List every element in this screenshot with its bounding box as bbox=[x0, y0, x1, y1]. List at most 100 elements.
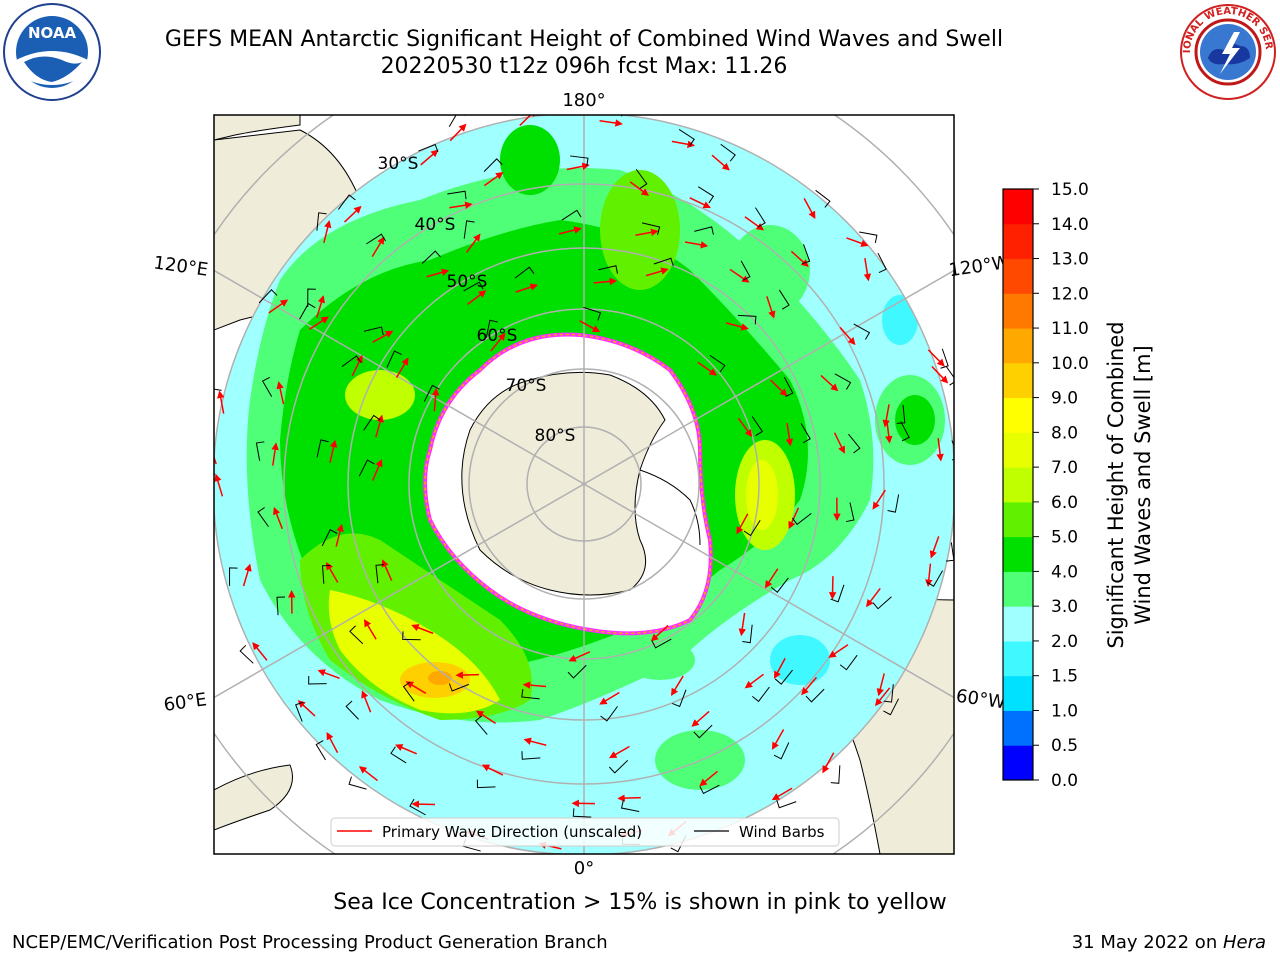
wave-direction-arrow bbox=[645, 267, 669, 277]
wave-direction-arrow bbox=[771, 787, 793, 801]
wave-direction-arrow bbox=[242, 563, 252, 587]
wind-barb bbox=[620, 800, 640, 813]
wind-barb bbox=[791, 512, 812, 526]
wave-direction-arrow bbox=[729, 268, 750, 283]
wave-direction-arrow bbox=[217, 390, 225, 414]
wind-barb bbox=[641, 222, 661, 235]
wind-barb bbox=[448, 115, 466, 127]
footer-date: 31 May 2022 on Hera bbox=[1072, 932, 1266, 953]
colorbar-segment bbox=[1003, 640, 1033, 677]
wave-direction-arrow bbox=[372, 330, 394, 343]
wave-direction-arrow bbox=[936, 438, 944, 462]
colorbar-segment bbox=[1003, 362, 1033, 399]
wave-direction-arrow bbox=[820, 374, 839, 392]
colorbar-segment bbox=[1003, 745, 1033, 781]
wind-barb bbox=[883, 698, 899, 716]
wind-barb bbox=[872, 596, 892, 610]
wind-barb bbox=[295, 701, 304, 722]
wave-direction-arrow bbox=[431, 387, 440, 412]
wave-direction-arrow bbox=[276, 381, 285, 405]
wave-direction-arrow bbox=[326, 731, 339, 754]
wave-direction-arrow bbox=[483, 171, 504, 187]
map-subtitle: 20220530 t12z 096h fcst Max: 11.26 bbox=[380, 54, 788, 79]
map-frame-content bbox=[214, 115, 954, 854]
wind-barb bbox=[521, 751, 541, 760]
wave-direction-arrow bbox=[882, 404, 890, 428]
wave-direction-arrow bbox=[872, 489, 886, 510]
wind-barb bbox=[773, 742, 790, 760]
wind-barb bbox=[214, 388, 222, 391]
wave-direction-arrow bbox=[395, 744, 418, 755]
wind-barb bbox=[608, 760, 629, 774]
wave-direction-arrow bbox=[929, 536, 940, 559]
wind-barb bbox=[830, 765, 841, 784]
wind-barb bbox=[945, 365, 954, 386]
colorbar-label-line2: Wind Waves and Swell [m] bbox=[1131, 345, 1155, 625]
wind-barb bbox=[801, 244, 811, 265]
wind-barb bbox=[940, 348, 949, 369]
wind-barb bbox=[737, 314, 757, 325]
colorbar-ticks: 0.0 0.5 1.0 1.5 2.0 3.0 4.0 5.0 6.0 7.0 8.0 9.0 10.0… bbox=[1033, 180, 1089, 791]
wind-barb bbox=[600, 706, 618, 722]
wind-barb bbox=[848, 433, 861, 454]
wind-barb bbox=[672, 689, 687, 708]
colorbar-segment bbox=[1003, 467, 1033, 503]
wind-barb bbox=[447, 190, 467, 200]
colorbar-tick-label: 5.0 bbox=[1051, 528, 1078, 548]
colorbar-tick-label: 10.0 bbox=[1051, 354, 1089, 374]
wave-direction-arrow bbox=[323, 220, 332, 244]
wind-barb bbox=[349, 625, 364, 645]
wave-direction-arrow bbox=[711, 154, 730, 171]
wave-direction-arrow bbox=[343, 205, 362, 223]
sea-ice-inner bbox=[424, 333, 712, 635]
wind-barb bbox=[800, 423, 811, 444]
wind-barb bbox=[257, 507, 269, 527]
wave-direction-arrow bbox=[737, 417, 753, 438]
southamerica-land bbox=[214, 764, 293, 831]
map-border bbox=[213, 114, 955, 855]
wave-direction-arrow bbox=[411, 624, 434, 635]
wave-direction-arrow bbox=[874, 687, 891, 707]
wave-direction-arrow bbox=[558, 226, 582, 235]
wind-barb bbox=[834, 373, 852, 390]
colorbar-segment bbox=[1003, 258, 1033, 294]
wave-direction-arrow bbox=[774, 657, 786, 679]
colorbar-tick-label: 3.0 bbox=[1051, 597, 1078, 617]
wind-barb bbox=[276, 596, 286, 616]
wind-barb bbox=[896, 404, 906, 424]
wave-direction-arrow bbox=[252, 642, 268, 661]
colorbar-tick-label: 1.5 bbox=[1051, 667, 1078, 687]
wind-barb bbox=[423, 384, 440, 402]
top-left-land bbox=[214, 115, 301, 141]
wave-direction-arrow bbox=[449, 201, 473, 209]
wind-barb bbox=[363, 326, 384, 335]
wave-direction-arrow bbox=[568, 651, 591, 662]
lat-label-50s: 50°S bbox=[447, 272, 488, 292]
wind-barb bbox=[321, 564, 331, 584]
vector-layer bbox=[214, 115, 954, 853]
lon-label-0: 0° bbox=[574, 858, 594, 879]
wave-direction-arrow bbox=[481, 764, 504, 776]
lat-label-60s: 60°S bbox=[477, 326, 518, 346]
wave-direction-arrow bbox=[490, 332, 506, 352]
wave-direction-arrow bbox=[522, 681, 547, 689]
wave-direction-arrow bbox=[771, 729, 785, 750]
colorbar-tick-label: 11.0 bbox=[1051, 319, 1089, 339]
colorbar-segment bbox=[1003, 432, 1033, 468]
wave-direction-arrow bbox=[876, 673, 885, 697]
colorbar-segment bbox=[1003, 710, 1033, 746]
colorbar-tick-label: 2.0 bbox=[1051, 632, 1078, 652]
wave-direction-arrow bbox=[329, 439, 338, 463]
colorbar-border bbox=[1002, 188, 1034, 781]
wind-barb bbox=[853, 323, 871, 340]
wind-barb bbox=[375, 564, 384, 584]
wind-barb bbox=[321, 529, 338, 547]
wave-direction-arrow bbox=[697, 361, 718, 376]
wave-direction-arrow bbox=[316, 295, 326, 318]
wind-barb bbox=[751, 416, 764, 437]
wave-direction-arrow bbox=[371, 236, 385, 258]
wave-direction-arrow bbox=[736, 513, 749, 535]
wind-barb bbox=[743, 519, 761, 537]
wind-barb bbox=[337, 194, 356, 210]
